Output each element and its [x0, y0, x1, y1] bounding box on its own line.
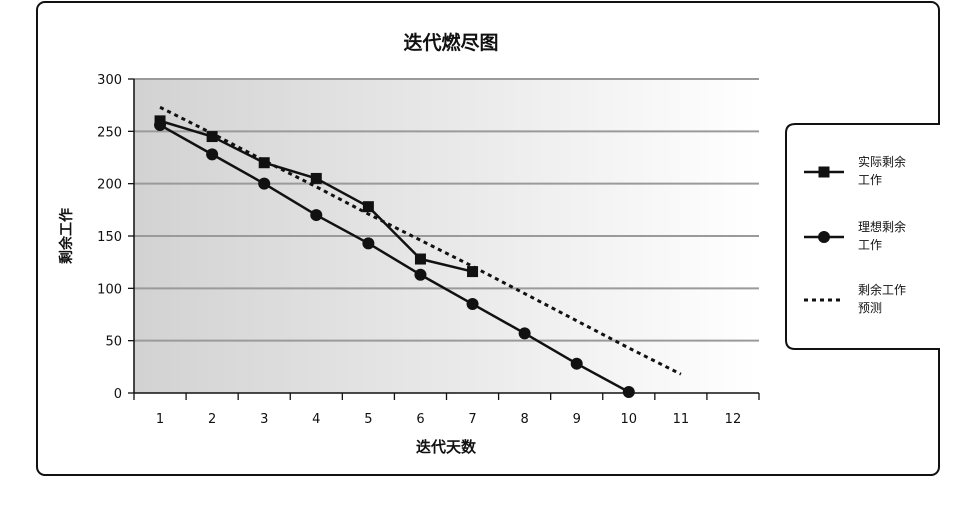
data-point-circle — [466, 298, 479, 311]
legend-marker-circle — [818, 231, 830, 243]
x-tick-label: 10 — [621, 412, 638, 427]
data-point-circle — [206, 148, 219, 161]
data-point-square — [467, 266, 479, 278]
data-point-square — [206, 131, 218, 143]
series-line — [159, 123, 630, 394]
data-point-circle — [154, 119, 167, 132]
data-point-circle — [310, 209, 323, 222]
y-tick-label: 150 — [97, 230, 122, 245]
data-point-circle — [258, 177, 271, 190]
data-point-circle — [622, 385, 635, 398]
x-tick-label: 4 — [312, 412, 320, 427]
x-tick-label: 7 — [468, 412, 476, 427]
chart-title: 迭代燃尽图 — [403, 31, 498, 54]
x-tick-label: 2 — [208, 412, 216, 427]
legend-label: 实际剩余 — [858, 154, 906, 169]
x-tick-label: 8 — [520, 412, 528, 427]
legend-box — [785, 123, 940, 350]
legend-label: 工作 — [858, 238, 882, 252]
y-tick-label: 250 — [97, 125, 122, 140]
x-tick-label: 12 — [725, 412, 742, 427]
x-tick-label: 5 — [364, 412, 372, 427]
data-point-circle — [362, 237, 375, 250]
data-point-square — [414, 253, 426, 265]
data-point-square — [258, 157, 270, 169]
data-point-square — [310, 172, 322, 184]
legend-label: 理想剩余 — [858, 219, 906, 234]
data-point-circle — [570, 357, 583, 370]
series — [154, 105, 682, 398]
x-tick-label: 6 — [416, 412, 424, 427]
data-point-square — [362, 201, 374, 213]
legend-label: 工作 — [858, 173, 882, 187]
legend-label: 剩余工作 — [858, 282, 906, 297]
x-tick-label: 9 — [573, 412, 581, 427]
data-point-circle — [414, 268, 427, 281]
x-axis-label: 迭代天数 — [416, 438, 477, 456]
y-tick-label: 100 — [97, 282, 122, 297]
y-tick-label: 50 — [105, 335, 122, 350]
x-tick-label: 1 — [156, 412, 164, 427]
series-line — [159, 105, 682, 376]
data-point-circle — [518, 327, 531, 340]
y-axis-label: 剩余工作 — [58, 208, 75, 264]
x-tick-label: 3 — [260, 412, 268, 427]
gridlines — [134, 78, 759, 342]
y-tick-label: 300 — [97, 73, 122, 88]
x-tick-label: 11 — [673, 412, 690, 427]
y-tick-label: 200 — [97, 178, 122, 193]
y-tick-label: 0 — [114, 387, 122, 402]
legend-marker-square — [818, 166, 830, 178]
legend-label: 预测 — [858, 301, 882, 315]
